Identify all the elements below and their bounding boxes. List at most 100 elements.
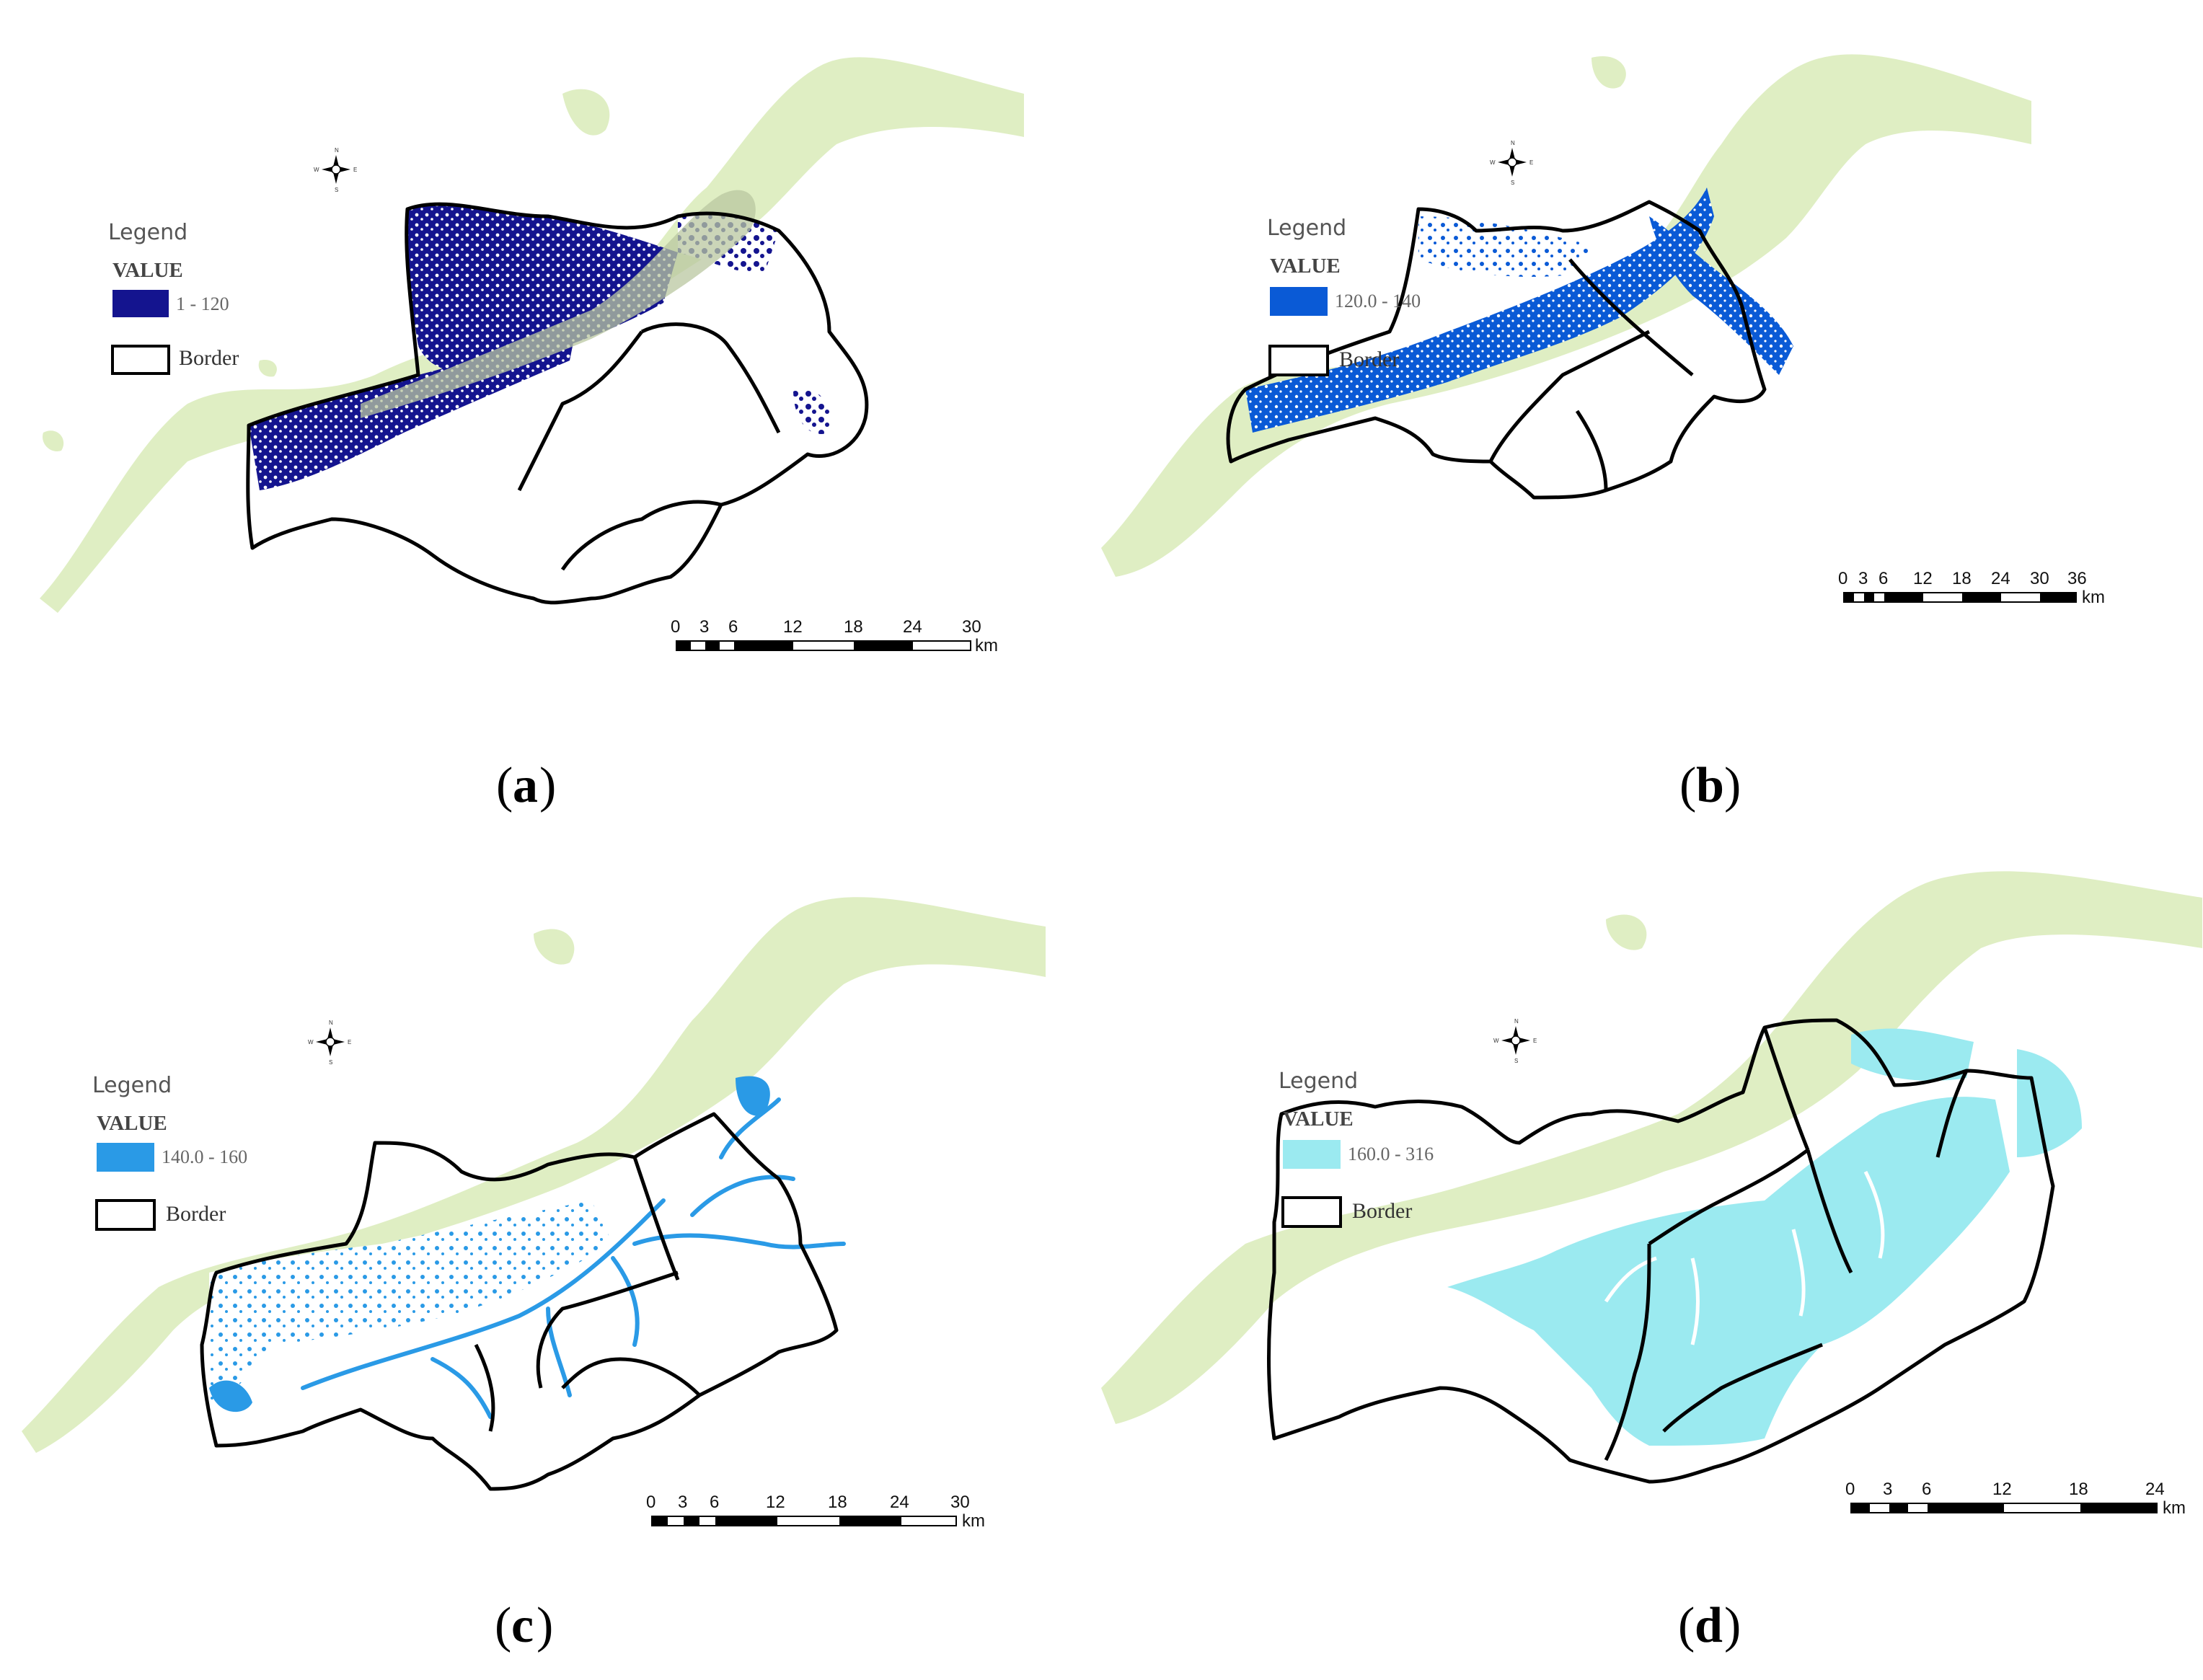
map-panel-d: N E S W Legend VALUE 160.0 - 316 Border … <box>1101 840 2202 1680</box>
legend-border-label: Border <box>166 1202 226 1226</box>
north-letter-s: S <box>1514 1058 1518 1064</box>
caption-paren-close: ) <box>1724 758 1741 813</box>
scale-tick-label: 6 <box>710 1493 719 1512</box>
scale-tick-label: 24 <box>890 1493 909 1512</box>
scale-tick-label: 3 <box>1883 1480 1892 1499</box>
legend-field: VALUE <box>97 1112 167 1135</box>
north-letter-e: E <box>348 1039 351 1045</box>
legend-d: Legend VALUE 160.0 - 316 Border <box>1279 1069 1434 1228</box>
caption-paren-open: ( <box>1679 758 1696 813</box>
legend-swatch <box>112 290 169 317</box>
caption-paren-close: ) <box>539 758 556 813</box>
scale-tick-label: 30 <box>2030 569 2049 588</box>
scale-tick-label: 0 <box>1838 569 1847 588</box>
scale-tick-label: 3 <box>678 1493 687 1512</box>
north-letter-e: E <box>1533 1038 1537 1044</box>
north-letter-w: W <box>1490 159 1496 166</box>
legend-b: Legend VALUE 120.0 - 140 Border <box>1267 216 1421 376</box>
legend-range-label: 120.0 - 140 <box>1335 291 1421 311</box>
scale-tick-label: 12 <box>1913 569 1933 588</box>
legend-swatch <box>1270 287 1328 316</box>
north-letter-e: E <box>353 167 357 173</box>
scale-tick-label: 3 <box>699 617 709 637</box>
district-borders <box>200 1112 839 1491</box>
map-panel-b: N E S W Legend VALUE 120.0 - 140 Border <box>1101 0 2202 840</box>
scale-tick-label: 18 <box>828 1493 847 1512</box>
district-borders <box>1226 200 1767 500</box>
legend-border-swatch <box>1268 345 1329 376</box>
caption-paren-close: ) <box>537 1598 553 1653</box>
north-letter-s: S <box>1511 180 1514 186</box>
legend-title: Legend <box>92 1073 172 1098</box>
legend-border-swatch <box>111 345 170 375</box>
legend-border-swatch <box>95 1199 156 1231</box>
value-fill-c <box>209 1076 846 1419</box>
map-panel-a: N E S W Legend VALUE 1 - 120 Border <box>0 0 1101 840</box>
legend-swatch <box>1283 1140 1341 1169</box>
value-fill-d <box>1447 1028 2082 1446</box>
legend-border-label: Border <box>1339 348 1399 371</box>
caption-paren-open: ( <box>1678 1598 1695 1653</box>
north-arrow-icon: N E S W <box>1490 140 1533 186</box>
legend-range-label: 1 - 120 <box>176 293 229 314</box>
legend-field: VALUE <box>112 259 183 282</box>
north-letter-w: W <box>308 1039 314 1045</box>
north-letter-n: N <box>329 1020 333 1026</box>
north-arrow-icon: N E S W <box>1493 1018 1537 1064</box>
north-letter-s: S <box>329 1059 332 1066</box>
north-letter-n: N <box>335 147 339 154</box>
scale-unit: km <box>2082 588 2105 607</box>
scale-bar-d: 0 3 6 12 18 24 km <box>1845 1480 2186 1518</box>
legend-c: Legend VALUE 140.0 - 160 Border <box>92 1073 247 1231</box>
scale-bar-c: 0 3 6 12 18 24 30 km <box>646 1493 985 1531</box>
legend-title: Legend <box>1267 216 1346 241</box>
scale-unit: km <box>2163 1498 2186 1518</box>
river-area <box>22 897 1046 1453</box>
scale-tick-label: 24 <box>1991 569 2010 588</box>
legend-title: Legend <box>108 220 187 245</box>
caption-paren-close: ) <box>1724 1598 1741 1653</box>
legend-range-label: 160.0 - 316 <box>1348 1144 1434 1164</box>
scale-bar-b: 0 3 6 12 18 24 30 36 km <box>1838 569 2105 607</box>
map-d-svg: N E S W Legend VALUE 160.0 - 316 Border … <box>1101 871 2202 1653</box>
scale-bar-a: 0 3 6 12 18 24 30 km <box>671 617 998 655</box>
scale-tick-label: 6 <box>1922 1480 1931 1499</box>
scale-tick-label: 6 <box>728 617 738 637</box>
map-a-svg: N E S W Legend VALUE 1 - 120 Border <box>40 57 1024 813</box>
scale-tick-label: 18 <box>2069 1480 2088 1499</box>
north-letter-w: W <box>1493 1038 1499 1044</box>
map-b-svg: N E S W Legend VALUE 120.0 - 140 Border <box>1101 54 2105 813</box>
north-letter-n: N <box>1511 140 1515 146</box>
river-area <box>1101 871 2202 1424</box>
north-letter-e: E <box>1529 159 1533 166</box>
legend-a: Legend VALUE 1 - 120 Border <box>108 220 239 375</box>
legend-border-label: Border <box>1352 1199 1412 1223</box>
scale-tick-label: 30 <box>950 1493 970 1512</box>
north-letter-w: W <box>314 167 319 173</box>
map-c-svg: N E S W Legend VALUE 140.0 - 160 Border … <box>22 897 1046 1653</box>
map-panel-c: N E S W Legend VALUE 140.0 - 160 Border … <box>0 840 1101 1680</box>
caption-paren-open: ( <box>495 1598 511 1653</box>
scale-unit: km <box>962 1511 985 1531</box>
scale-tick-label: 0 <box>646 1493 655 1512</box>
scale-unit: km <box>975 636 998 655</box>
scale-tick-label: 0 <box>671 617 680 637</box>
scale-tick-label: 3 <box>1858 569 1868 588</box>
legend-range-label: 140.0 - 160 <box>162 1146 247 1167</box>
legend-field: VALUE <box>1283 1108 1354 1131</box>
panel-caption-d: d <box>1695 1598 1723 1653</box>
scale-tick-label: 30 <box>962 617 981 637</box>
north-arrow-icon: N E S W <box>308 1020 351 1066</box>
scale-tick-label: 24 <box>903 617 922 637</box>
value-fill-b <box>1245 187 1793 433</box>
north-letter-n: N <box>1514 1018 1519 1025</box>
caption-paren-open: ( <box>496 758 513 813</box>
legend-field: VALUE <box>1270 255 1341 278</box>
scale-tick-label: 6 <box>1878 569 1888 588</box>
district-borders <box>246 202 869 605</box>
panel-caption-c: c <box>511 1598 534 1653</box>
north-arrow-icon: N E S W <box>314 147 357 193</box>
scale-tick-label: 12 <box>766 1493 785 1512</box>
scale-tick-label: 18 <box>1952 569 1972 588</box>
scale-tick-label: 24 <box>2145 1480 2165 1499</box>
